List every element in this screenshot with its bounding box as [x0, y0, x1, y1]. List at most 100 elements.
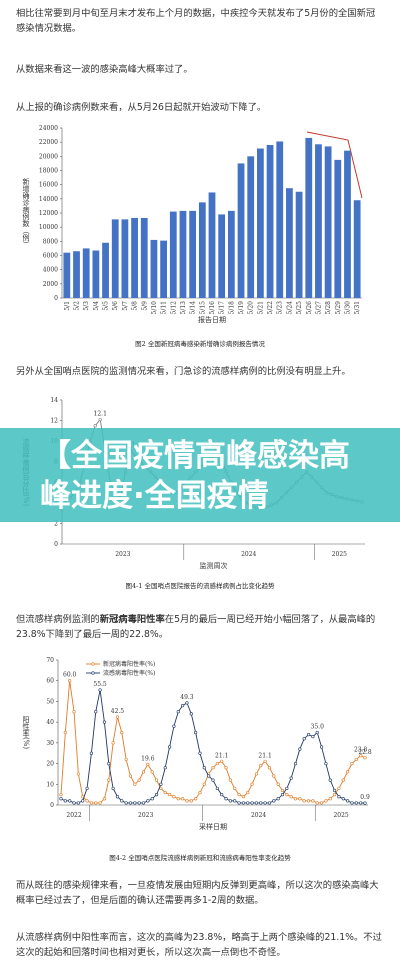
bar [353, 200, 361, 298]
y-tick-label: 40 [46, 719, 54, 726]
bar [179, 210, 187, 298]
point [237, 793, 241, 797]
point [241, 795, 245, 799]
point [98, 417, 102, 422]
point [128, 801, 133, 805]
bar [92, 250, 100, 298]
point [85, 786, 89, 791]
point [198, 751, 202, 755]
point [220, 793, 224, 797]
value-label: 55.5 [93, 681, 107, 688]
y-tick-label: 50 [46, 698, 54, 705]
y-tick-label: 30 [46, 740, 54, 747]
bar [334, 159, 342, 298]
trend-annotation [306, 131, 363, 199]
bar [237, 163, 245, 298]
point [176, 710, 180, 714]
point [241, 801, 245, 805]
text: 但流感样病例监测的 [16, 614, 100, 625]
point [319, 801, 324, 805]
banner-text: 【全国疫情高峰感染高峰进度·全国疫情 [40, 438, 350, 514]
point [102, 720, 107, 724]
bar [247, 156, 255, 298]
point [107, 761, 111, 766]
point [350, 761, 354, 766]
point [198, 790, 202, 795]
bar [131, 217, 138, 298]
y-tick-label: 70 [46, 657, 54, 664]
value-label: 49.3 [180, 694, 194, 701]
series-line [60, 689, 366, 804]
bar [169, 211, 177, 298]
point [167, 745, 172, 749]
x-tick-label: 5/19 [238, 301, 245, 315]
value-label: 60.0 [63, 672, 77, 679]
figure-caption: 图4-2 全国哨点医院流感样病例新冠和流感病毒阳性率变化趋势 [109, 854, 291, 862]
y-tick-label: 2000 [43, 281, 58, 288]
point [363, 801, 367, 805]
y-tick-label: 22000 [39, 139, 58, 146]
point [202, 766, 206, 770]
point [159, 782, 163, 786]
point [215, 761, 219, 766]
bar [315, 144, 322, 298]
point [319, 745, 324, 749]
point [354, 801, 358, 805]
point [259, 764, 263, 768]
point [194, 797, 198, 801]
point [120, 799, 124, 803]
point [228, 799, 232, 803]
point [93, 424, 97, 428]
x-group-label: 2024 [251, 812, 266, 819]
point [293, 761, 298, 766]
bar [344, 150, 351, 298]
point [124, 801, 128, 805]
x-tick-label: 5/4 [93, 301, 100, 311]
bar [257, 148, 264, 298]
point [124, 757, 128, 762]
y-axis-label: 新增确诊病例数（例） [22, 177, 30, 248]
point [337, 795, 341, 799]
point [211, 766, 215, 770]
point [354, 757, 358, 762]
point [63, 799, 67, 803]
x-tick-label: 5/10 [151, 301, 158, 315]
point [250, 801, 254, 805]
y-tick-label: 0 [54, 541, 58, 548]
value-label: 42.5 [111, 708, 125, 715]
point [107, 778, 111, 782]
y-tick-label: 60 [46, 678, 54, 685]
point [298, 747, 302, 751]
point [72, 710, 76, 714]
point [263, 759, 267, 763]
x-tick-label: 5/1 [64, 301, 71, 311]
x-tick-label: 5/13 [180, 301, 187, 315]
value-label: 35.0 [311, 724, 325, 731]
point [185, 701, 189, 705]
x-tick-label: 5/12 [170, 301, 177, 315]
bar [324, 146, 332, 298]
bar [266, 145, 274, 298]
point [311, 735, 315, 739]
y-tick-label: 0 [54, 295, 58, 302]
bar [73, 251, 80, 298]
point [254, 801, 259, 805]
bar [189, 210, 197, 298]
x-tick-label: 5/3 [83, 301, 90, 311]
point [267, 801, 272, 805]
point [137, 801, 141, 805]
point [215, 786, 219, 791]
point [194, 730, 198, 735]
bar [305, 137, 313, 298]
point [324, 761, 328, 766]
y-tick-label: 2 [54, 520, 58, 527]
point [63, 730, 67, 735]
y-tick-label: 6000 [43, 253, 58, 260]
point [154, 778, 159, 782]
point [181, 797, 185, 801]
point [306, 799, 311, 803]
bar [111, 219, 119, 298]
paragraph: 从流感样病例中阳性率而言，这次的高峰为23.8%，略高于上两个感染峰的21.1%… [16, 932, 382, 958]
point [359, 754, 363, 758]
point [346, 770, 350, 774]
